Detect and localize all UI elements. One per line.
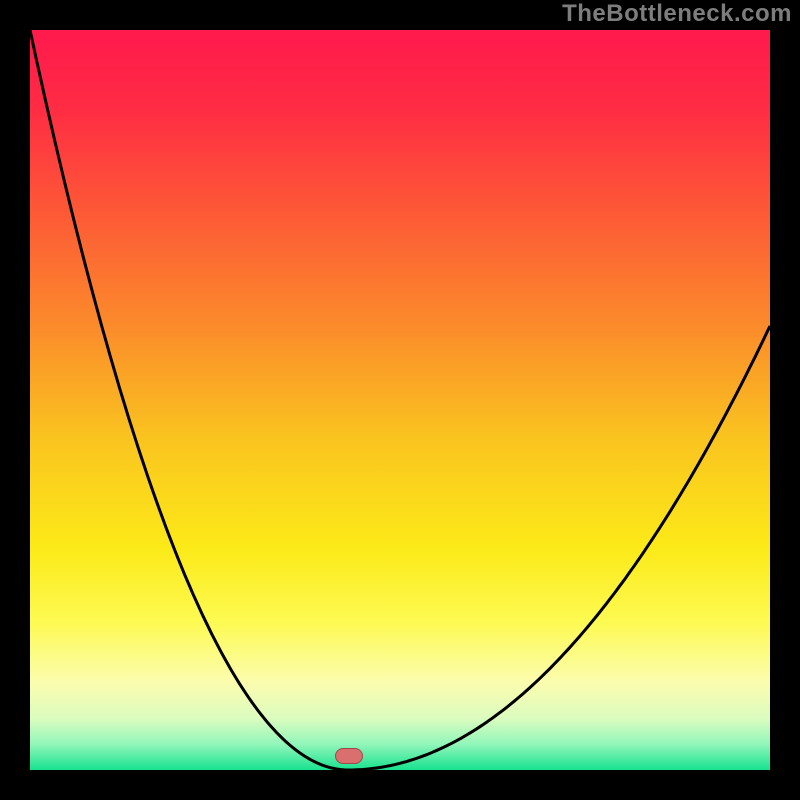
frame: TheBottleneck.com [0, 0, 800, 800]
watermark-text: TheBottleneck.com [562, 0, 792, 28]
bottleneck-curve [30, 30, 770, 770]
chart-svg [30, 30, 770, 770]
plot-area [30, 30, 770, 770]
minimum-marker [335, 748, 363, 764]
